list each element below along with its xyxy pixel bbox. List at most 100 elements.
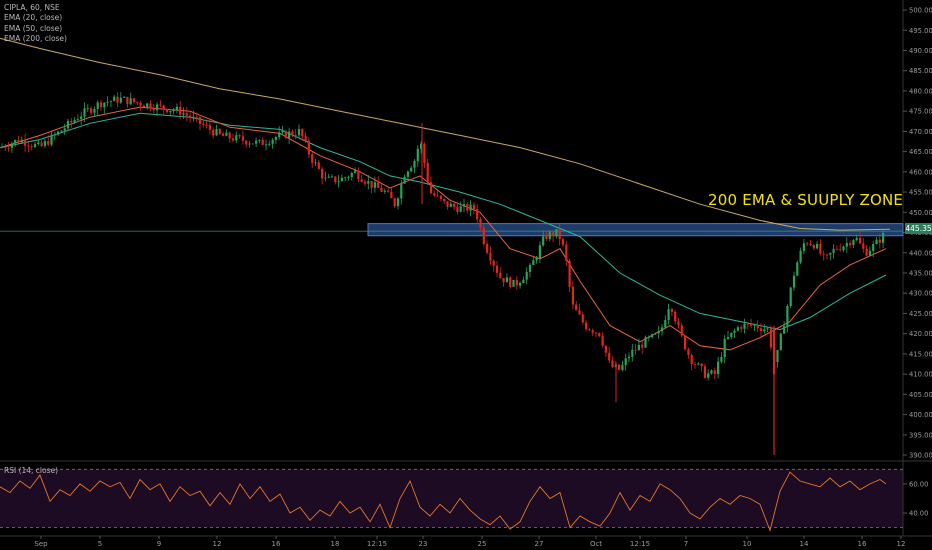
candle [598,332,601,338]
candle [654,332,657,335]
candle [449,201,452,207]
candle-body [776,350,779,363]
candle-body [575,304,578,311]
candle [367,174,370,190]
candle [222,131,225,136]
candle-body [73,120,76,123]
candle-body [225,132,228,136]
candle-body [400,183,403,199]
candle-body [469,204,472,211]
candle [591,328,594,336]
candle [311,151,314,168]
candle-body [439,195,442,199]
candle [700,363,703,372]
ema20-line [0,106,887,351]
candle-body [20,139,23,143]
candle-body [750,323,753,326]
time-tick-label: 25 [478,540,487,548]
candle [680,322,683,338]
price-tick-label: 500.00 [909,7,932,15]
candle [149,100,152,112]
candle-body [443,198,446,202]
candle-body [284,130,287,138]
last-price-tag: 445.35 [905,223,932,234]
candle-body [136,101,139,103]
candle-body [680,325,683,336]
candle-body [509,277,512,287]
candle [842,245,845,253]
candle [792,271,796,292]
candle-body [268,143,271,145]
candle-body [499,272,502,279]
candle [624,353,627,371]
candle [93,106,96,118]
candle-body [235,135,238,141]
candle [519,281,522,289]
candle [37,139,40,146]
candle-body [393,198,396,207]
candle-body [763,329,766,332]
candle-body [845,243,848,247]
time-tick-label: 12:15 [630,540,650,548]
candle-body [723,338,726,357]
candle-body [532,260,535,265]
candle [258,139,261,144]
candle [670,307,673,316]
candle-body [380,187,383,192]
candle-body [542,236,545,246]
candle [274,135,277,144]
candle-body [476,209,479,220]
candle [400,180,403,205]
candle-body [149,103,152,109]
rsi-tick-label: 60.00 [909,480,928,488]
candle-body [83,108,86,117]
candle-body [703,366,706,378]
candle [733,328,736,339]
candle [410,165,413,173]
candle [307,137,310,159]
candle-body [868,250,871,256]
candle [532,255,535,266]
candle [60,130,63,132]
candle [0,143,4,149]
candle [459,201,462,213]
candle-body [654,333,657,335]
price-tick-label: 480.00 [909,87,932,95]
candle-body [314,162,317,164]
candle-body [720,356,723,362]
candle [215,124,218,137]
candle [123,95,126,98]
candle [354,167,357,174]
candle [453,200,456,211]
candle [446,201,449,210]
candle-body [789,287,792,307]
candle [495,260,499,277]
candle [57,130,60,137]
candle-body [802,243,805,251]
candle [690,353,693,371]
time-tick-label: 14 [800,540,809,548]
chart-annotation: 200 EMA & SUUPLY ZONE [708,191,904,209]
candle [4,143,7,151]
candle [255,137,258,148]
price-tick-label: 475.00 [909,108,932,116]
candle [50,131,53,147]
candle [466,202,469,214]
candle-body [667,309,670,321]
candle-body [522,279,525,284]
candle-body [241,136,244,141]
candle-body [228,132,231,139]
candle-body [733,330,736,333]
candle [330,174,334,179]
candle-body [218,128,221,134]
time-tick-label: 23 [419,540,428,548]
legend-ema200: EMA (200, close) [4,33,67,43]
candle-body [17,140,20,143]
candle [86,104,89,112]
candle [726,330,730,341]
candle [525,267,528,285]
candle [627,352,631,363]
candle-body [535,257,538,261]
candle [763,323,766,334]
